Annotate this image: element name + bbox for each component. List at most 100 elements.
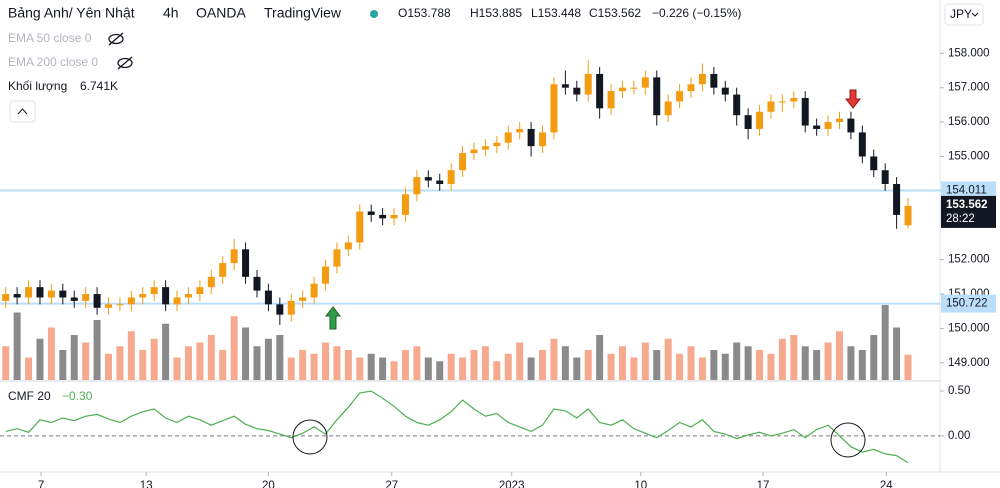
ohlc-high: H153.885 <box>470 6 522 20</box>
time-tick-label: 2023 <box>499 480 525 488</box>
volume-bar <box>287 357 295 380</box>
plot <box>0 52 944 476</box>
volume-bar <box>893 327 901 380</box>
candle-body <box>219 263 227 277</box>
candle-body <box>710 73 718 88</box>
volume-bar <box>59 350 67 380</box>
collapse-button[interactable] <box>9 100 36 123</box>
candle-body <box>641 77 649 88</box>
price-tick-label: 149.000 <box>948 357 990 369</box>
candle-body <box>824 122 832 129</box>
volume-bar <box>276 335 284 380</box>
eye-icon[interactable] <box>117 56 133 70</box>
interval: 4h <box>163 5 179 21</box>
volume-bar <box>539 350 547 380</box>
cmf-label: CMF 20 <box>8 389 51 403</box>
volume-bar <box>242 327 250 380</box>
eye-icon[interactable] <box>108 32 124 46</box>
collapse-icon <box>17 108 28 115</box>
candle-body <box>105 304 113 308</box>
price-tick-label: 158.000 <box>948 47 990 59</box>
volume-bar <box>858 350 866 380</box>
candle-body <box>607 91 615 109</box>
volume-bar <box>596 335 604 380</box>
candle-body <box>242 249 250 277</box>
platform: TradingView <box>264 5 342 21</box>
volume-bar <box>413 346 421 380</box>
candle-body <box>493 142 501 147</box>
volume-bar <box>70 335 78 380</box>
candle-body <box>481 146 489 150</box>
volume-bar <box>470 350 478 380</box>
volume-bar <box>618 346 626 380</box>
candle-body <box>276 304 284 315</box>
volume-bar <box>139 350 147 380</box>
candle-body <box>561 84 569 88</box>
candle-body <box>310 283 318 298</box>
countdown: 28:22 <box>946 213 975 225</box>
volume-bar <box>676 353 684 380</box>
status-dot <box>370 10 378 18</box>
volume-bar <box>493 361 501 380</box>
volume-bar <box>150 338 158 380</box>
cmf-tick-label: 0.00 <box>948 430 970 442</box>
dropdown-icon <box>971 12 979 17</box>
time-tick-label: 10 <box>634 480 647 488</box>
candle-body <box>116 304 124 306</box>
price-tick-label: 155.000 <box>948 151 990 163</box>
candle-body <box>618 87 626 92</box>
volume-bar <box>664 338 672 380</box>
volume-bar <box>847 346 855 380</box>
candle-body <box>390 214 398 219</box>
volume-bar <box>630 357 638 380</box>
candle-body <box>630 87 638 89</box>
volume-bar <box>767 353 775 380</box>
candle-body <box>573 87 581 95</box>
candle-body <box>676 91 684 102</box>
currency-button[interactable] <box>944 3 984 26</box>
ema50: EMA 50 close 0 <box>8 31 92 45</box>
volume-bar <box>230 316 238 380</box>
time-tick-label: 13 <box>140 480 153 488</box>
volume-bar <box>299 350 307 380</box>
price-tick-label: 150.000 <box>948 322 990 334</box>
candle-body <box>744 115 752 129</box>
volume-bar <box>447 353 455 380</box>
candle-body <box>322 266 330 284</box>
candle-body <box>596 73 604 109</box>
candle-body <box>287 300 295 315</box>
volume-bar <box>824 342 832 380</box>
volume-bar <box>744 346 752 380</box>
candle-body <box>801 98 809 126</box>
candle-body <box>333 249 341 267</box>
volume-bar <box>356 357 364 380</box>
volume-bar <box>162 323 170 380</box>
volume-bar <box>36 338 44 380</box>
candle-body <box>264 290 272 305</box>
candle-body <box>436 180 444 184</box>
last-price-tag <box>941 195 996 228</box>
candle-body <box>413 177 421 195</box>
volume-bar <box>333 346 341 380</box>
volume-bar <box>390 361 398 380</box>
volume-bar <box>424 357 432 380</box>
volume-bar <box>481 346 489 380</box>
cmf-tick-label: 0.50 <box>948 385 970 397</box>
last-price-label: 153.562 <box>946 199 988 211</box>
volume-bar <box>904 354 912 380</box>
candle-body <box>527 128 535 147</box>
volume-bar <box>584 350 592 380</box>
volume-bar <box>881 305 889 380</box>
ohlc-open: O153.788 <box>398 6 451 20</box>
time-tick-label: 27 <box>385 480 398 488</box>
ema200: EMA 200 close 0 <box>8 55 98 69</box>
candle-body <box>584 73 592 95</box>
volume-bar <box>264 338 272 380</box>
volume-bar <box>401 350 409 380</box>
volume-bar <box>710 350 718 380</box>
candle-body <box>904 205 912 226</box>
candle-body <box>813 125 821 129</box>
volume-bar <box>573 357 581 380</box>
volume-bar <box>561 346 569 380</box>
